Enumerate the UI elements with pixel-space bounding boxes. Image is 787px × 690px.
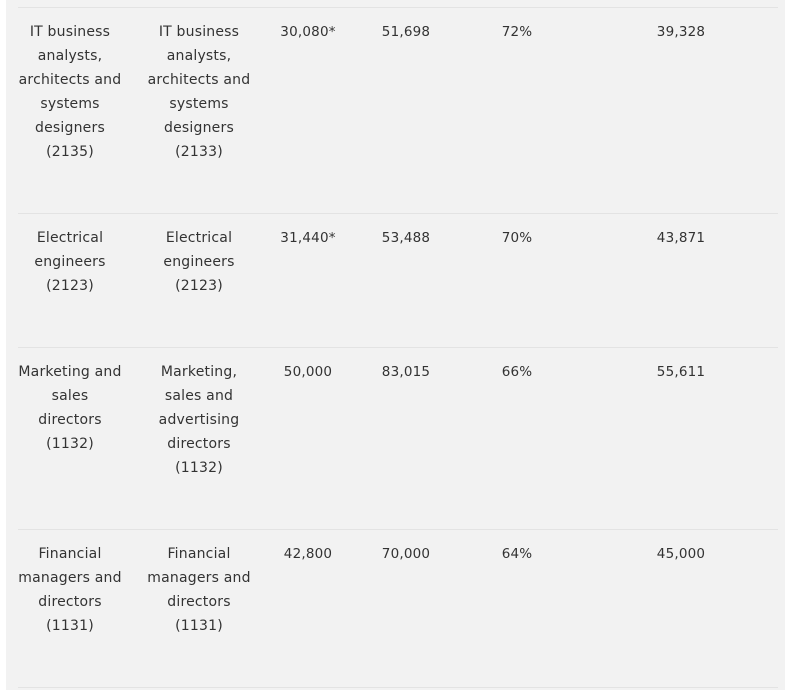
occupation-cell: Electrical engineers (2123)	[34, 230, 106, 294]
percent-cell: 66%	[501, 364, 533, 380]
value-cell: 83,015	[381, 364, 431, 380]
row-divider	[18, 687, 778, 688]
percent-cell: 70%	[501, 230, 533, 246]
value-cell: 51,698	[381, 24, 431, 40]
row-divider	[18, 7, 778, 8]
occupation-cell: Financial managers and directors (1131)	[147, 546, 251, 634]
row-divider	[18, 529, 778, 530]
value-cell: 30,080*	[280, 24, 336, 40]
value-cell: 43,871	[656, 230, 706, 246]
value-cell: 53,488	[381, 230, 431, 246]
value-cell: 55,611	[656, 364, 706, 380]
value-cell: 39,328	[656, 24, 706, 40]
value-cell: 31,440*	[280, 230, 336, 246]
table-panel: IT business analysts, architects and sys…	[6, 0, 785, 690]
percent-cell: 64%	[501, 546, 533, 562]
occupation-cell: IT business analysts, architects and sys…	[18, 24, 122, 160]
occupation-cell: Electrical engineers (2123)	[163, 230, 235, 294]
occupation-cell: IT business analysts, architects and sys…	[147, 24, 251, 160]
value-cell: 45,000	[656, 546, 706, 562]
value-cell: 42,800	[283, 546, 333, 562]
row-divider	[18, 213, 778, 214]
value-cell: 70,000	[381, 546, 431, 562]
value-cell: 50,000	[283, 364, 333, 380]
occupation-cell: Marketing, sales and advertising directo…	[158, 364, 240, 476]
percent-cell: 72%	[501, 24, 533, 40]
occupation-cell: Financial managers and directors (1131)	[18, 546, 122, 634]
occupation-cell: Marketing and sales directors (1132)	[18, 364, 122, 452]
row-divider	[18, 347, 778, 348]
